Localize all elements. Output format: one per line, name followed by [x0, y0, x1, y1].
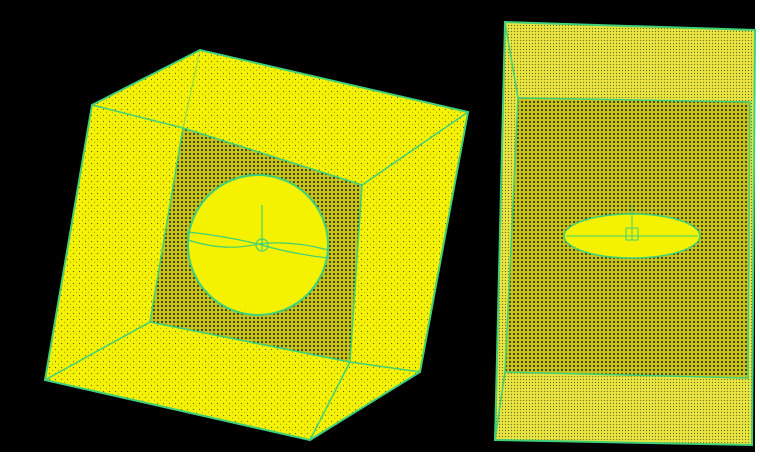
right-mesh-box — [493, 20, 757, 447]
edge — [504, 21, 519, 99]
rotor — [566, 205, 698, 241]
edge — [182, 49, 201, 129]
disk — [187, 174, 329, 316]
left-mesh-box — [43, 48, 470, 442]
edge — [309, 361, 351, 441]
rotor — [187, 205, 329, 259]
edge — [494, 371, 506, 441]
